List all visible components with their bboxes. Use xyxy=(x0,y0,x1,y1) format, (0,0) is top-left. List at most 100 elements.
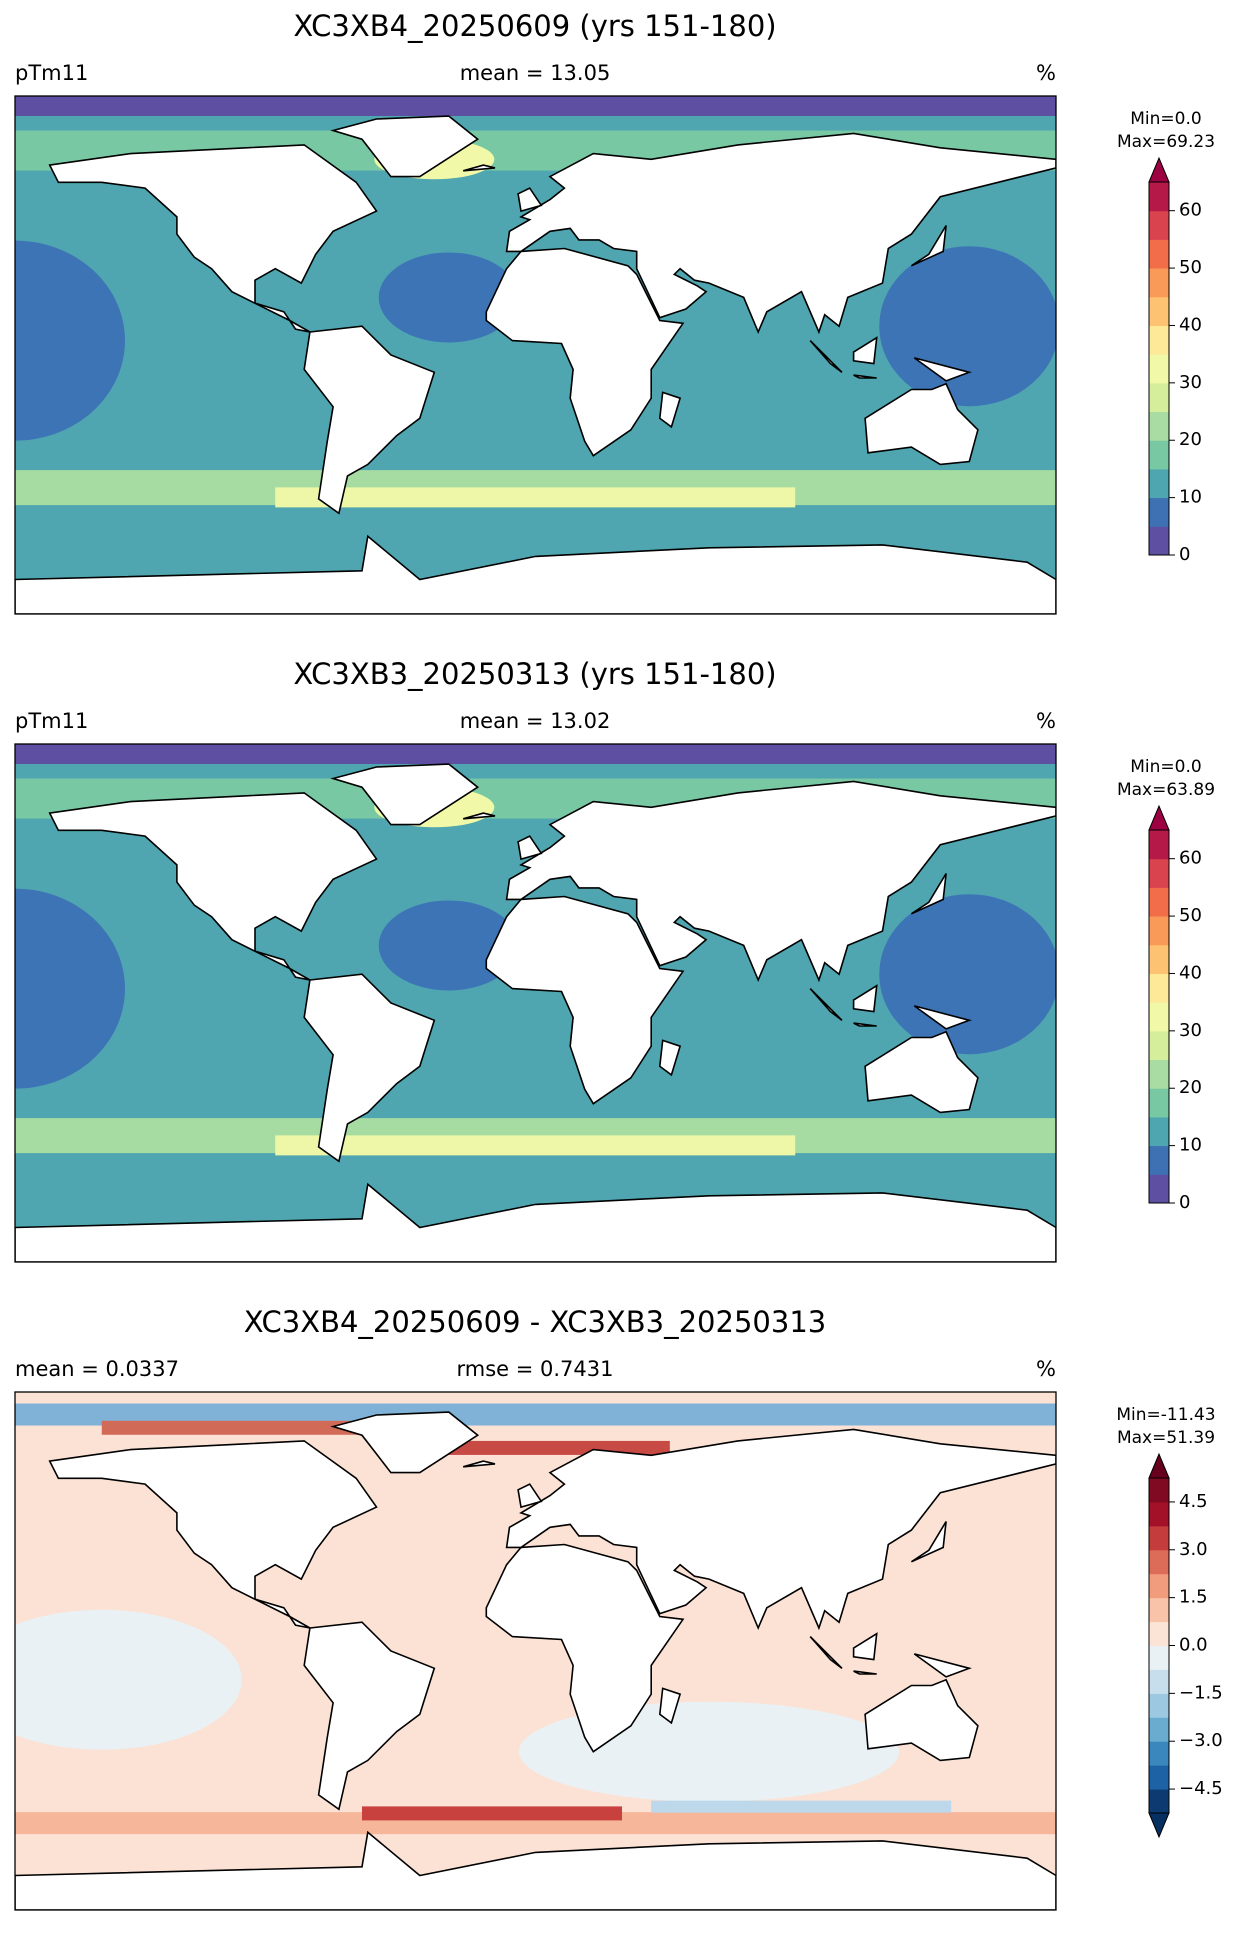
map xyxy=(14,1391,1057,1911)
ocean-region xyxy=(519,1701,899,1802)
land xyxy=(910,873,947,915)
colorbar-bin xyxy=(1149,239,1169,269)
ocean-region xyxy=(378,252,519,343)
map xyxy=(14,743,1057,1263)
center-label: mean = 13.02 xyxy=(460,709,611,733)
colorbar-tick-label: 0 xyxy=(1179,1192,1190,1213)
ocean-region xyxy=(378,900,519,991)
colorbar-bin xyxy=(1149,354,1169,384)
colorbar-bin xyxy=(1149,1088,1169,1118)
colorbar-tick-label: 30 xyxy=(1179,372,1202,393)
land xyxy=(809,988,843,1021)
land xyxy=(658,391,682,429)
colorbar-tick-label: −3.0 xyxy=(1179,1730,1223,1751)
land xyxy=(658,1039,682,1077)
land xyxy=(330,115,480,178)
land xyxy=(517,835,543,861)
land xyxy=(913,1005,972,1030)
map xyxy=(14,95,1057,615)
units-label: % xyxy=(1036,61,1056,85)
colorbar-bin xyxy=(1149,1002,1169,1032)
map-frame xyxy=(14,1391,1057,1911)
ocean-region xyxy=(15,1609,242,1750)
colorbar-tick-label: 20 xyxy=(1179,429,1202,450)
colorbar-bin xyxy=(1149,1645,1169,1670)
colorbar-bin xyxy=(1149,182,1169,212)
colorbar-tick-label: 50 xyxy=(1179,257,1202,278)
colorbar-bin xyxy=(1149,973,1169,1003)
land xyxy=(48,792,378,981)
land xyxy=(852,984,878,1013)
colorbar-tick-label: −4.5 xyxy=(1179,1778,1223,1799)
land xyxy=(505,780,1056,983)
colorbar-tick-label: 3.0 xyxy=(1179,1539,1208,1560)
left-label: pTm11 xyxy=(15,709,88,733)
colorbar-bin xyxy=(1149,210,1169,240)
minmax-text: Max=63.89 xyxy=(1117,780,1215,800)
colorbar-bin xyxy=(1149,916,1169,946)
colorbar-bin xyxy=(1149,1059,1169,1089)
land xyxy=(852,1632,878,1661)
left-label: mean = 0.0337 xyxy=(15,1357,179,1381)
land xyxy=(485,895,685,1105)
land xyxy=(303,325,436,515)
land xyxy=(485,247,685,457)
colorbar-bin xyxy=(1149,1621,1169,1646)
land xyxy=(809,340,843,373)
colorbar-bin xyxy=(1149,268,1169,298)
panel-title: XC3XB3_20250313 (yrs 151-180) xyxy=(293,657,776,691)
land xyxy=(485,1543,685,1753)
land xyxy=(853,374,877,379)
land xyxy=(303,1621,436,1811)
panel-title: XC3XB4_20250609 - XC3XB3_20250313 xyxy=(244,1305,826,1339)
ocean-region xyxy=(15,888,125,1089)
panel: XC3XB3_20250313 (yrs 151-180) pTm11 mean =… xyxy=(14,657,1215,1263)
units-label: % xyxy=(1036,709,1056,733)
panel-title: XC3XB4_20250609 (yrs 151-180) xyxy=(293,9,776,43)
land xyxy=(853,1670,877,1675)
ocean-region xyxy=(879,246,1056,407)
land xyxy=(913,1653,972,1678)
land xyxy=(48,144,378,333)
colorbar-bin xyxy=(1149,382,1169,413)
land xyxy=(15,1182,1056,1262)
land xyxy=(15,1830,1056,1910)
colorbar-tick-label: 60 xyxy=(1179,200,1202,221)
ocean-band xyxy=(15,744,1056,764)
colorbar-bin xyxy=(1149,296,1169,326)
ocean-band xyxy=(15,1812,1056,1835)
ocean-band xyxy=(15,1403,1056,1426)
map-frame xyxy=(14,743,1057,1263)
colorbar-tick-label: 50 xyxy=(1179,905,1202,926)
ocean-band xyxy=(15,96,1056,116)
colorbar-bin xyxy=(1149,1765,1169,1790)
land xyxy=(462,1460,496,1468)
colorbar-frame xyxy=(1148,181,1170,556)
land xyxy=(330,1411,480,1474)
colorbar-bin xyxy=(1149,1573,1169,1599)
land xyxy=(910,1521,947,1563)
colorbar-bin xyxy=(1149,325,1169,355)
land xyxy=(864,1030,979,1114)
colorbar-extend xyxy=(1148,1812,1170,1839)
colorbar-tick-label: 10 xyxy=(1179,487,1202,508)
colorbar-bin xyxy=(1149,1145,1169,1175)
ocean-region xyxy=(879,894,1056,1055)
colorbar-tick-label: 0.0 xyxy=(1179,1635,1208,1656)
land xyxy=(853,1022,877,1027)
colorbar-tick-label: 4.5 xyxy=(1179,1491,1208,1512)
land xyxy=(330,763,480,826)
land xyxy=(852,336,878,365)
center-label: mean = 13.05 xyxy=(460,61,611,85)
colorbar-bin xyxy=(1149,468,1169,499)
colorbar-bin xyxy=(1149,1597,1169,1623)
units-label: % xyxy=(1036,1357,1056,1381)
center-label: rmse = 0.7431 xyxy=(456,1357,613,1381)
land xyxy=(505,132,1056,335)
colorbar-tick-label: 40 xyxy=(1179,314,1202,335)
land xyxy=(303,973,436,1163)
land xyxy=(505,1428,1056,1631)
colorbar-bin xyxy=(1149,858,1169,888)
colorbar-bin xyxy=(1149,440,1169,470)
